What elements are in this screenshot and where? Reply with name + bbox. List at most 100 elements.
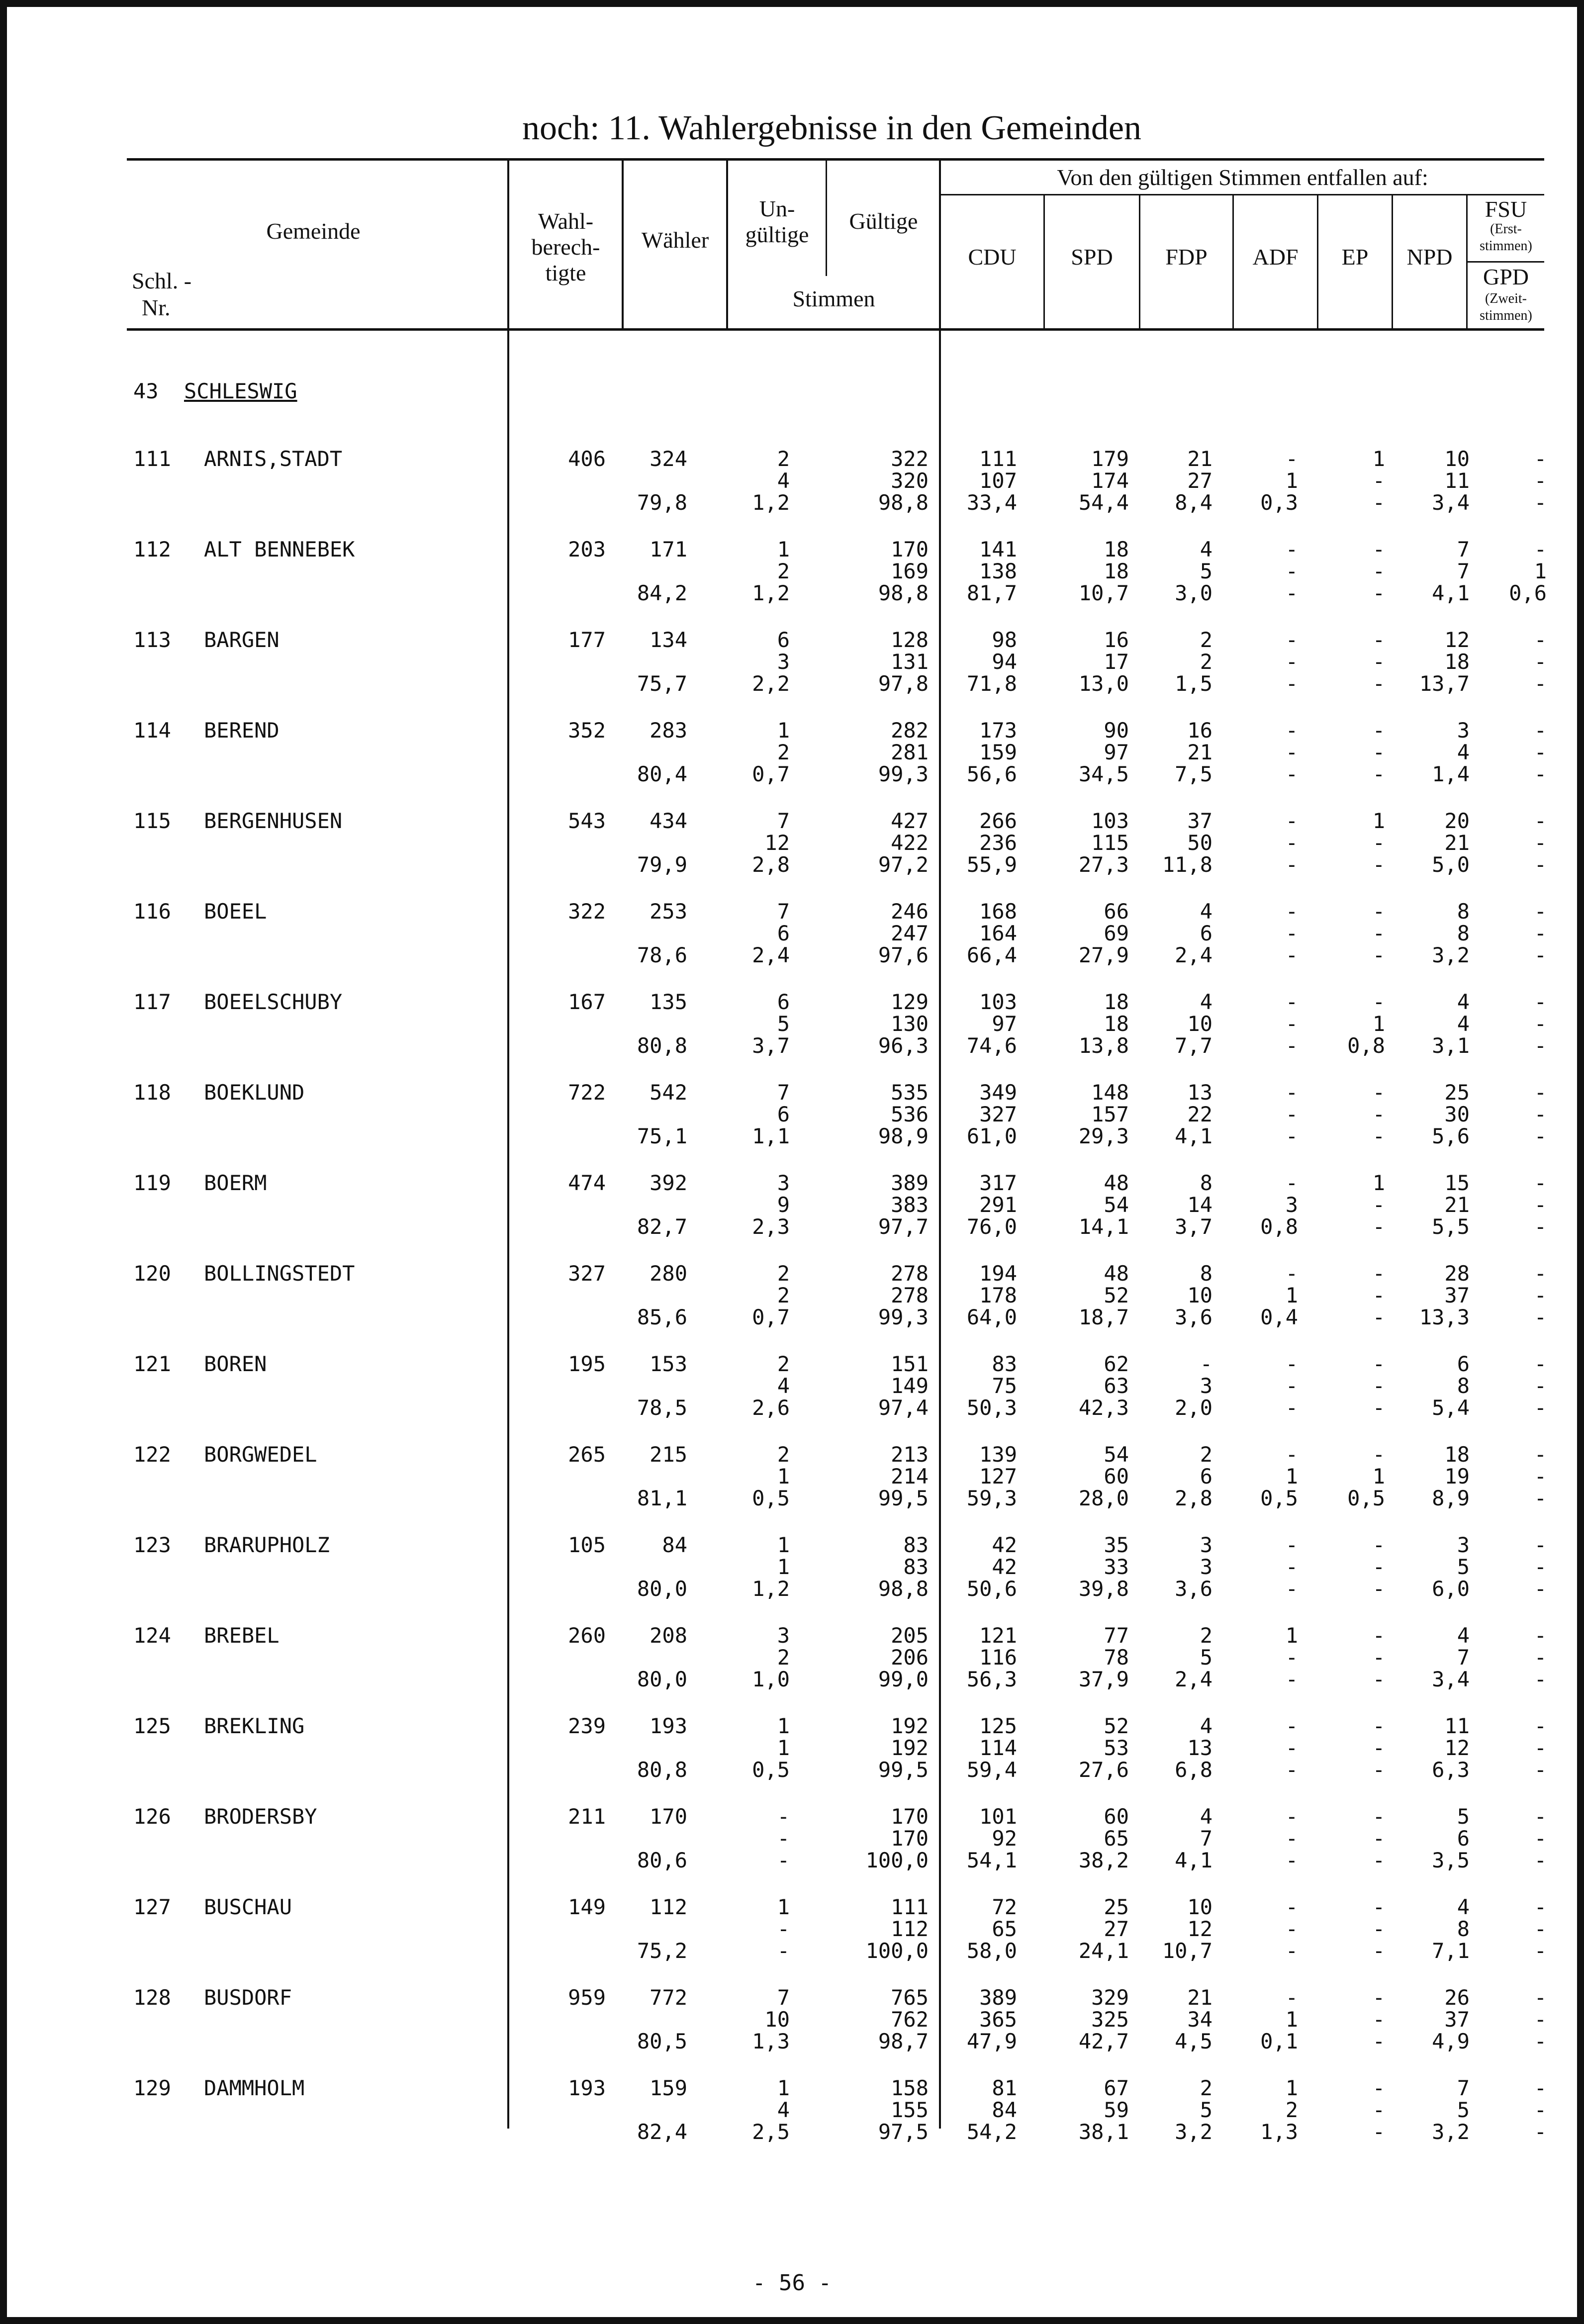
header-wahl-1: Wahl- xyxy=(538,208,594,234)
cell-cdu: 81 xyxy=(992,2076,1017,2100)
cell-ungueltige: - xyxy=(777,1939,790,1963)
cell-ungueltige: 10 xyxy=(764,2007,790,2032)
header-gemeinde: Gemeinde xyxy=(266,218,361,244)
cell-ep: - xyxy=(1372,1305,1385,1329)
cell-adf: 0,5 xyxy=(1260,1486,1298,1510)
cell-spd: 48 xyxy=(1104,1261,1129,1286)
cell-adf: - xyxy=(1285,831,1298,855)
cell-ungueltige: 3 xyxy=(777,1623,790,1648)
row-number: 118 xyxy=(133,1080,171,1105)
cell-ep: - xyxy=(1372,1736,1385,1760)
cell-npd: 20 xyxy=(1444,809,1470,833)
cell-adf: - xyxy=(1285,1939,1298,1963)
cell-npd: 21 xyxy=(1444,1193,1470,1217)
row-number: 125 xyxy=(133,1714,171,1738)
cell-cdu: 139 xyxy=(979,1442,1017,1467)
cell-ungueltige: 2,6 xyxy=(752,1395,790,1420)
row-municipality-name: BOLLINGSTEDT xyxy=(204,1261,355,1286)
cell-npd: 7 xyxy=(1457,537,1470,561)
cell-cdu: 83 xyxy=(992,1352,1017,1376)
row-number: 114 xyxy=(133,718,171,743)
row-wahlberechtigte: 203 xyxy=(568,537,606,561)
row-wahlberechtigte: 105 xyxy=(568,1533,606,1557)
row-number: 126 xyxy=(133,1804,171,1829)
cell-npd: 8 xyxy=(1457,921,1470,945)
cell-gueltige: 97,5 xyxy=(878,2120,929,2144)
cell-gueltige: 149 xyxy=(891,1374,929,1398)
cell-fdp: 3,6 xyxy=(1175,1577,1212,1601)
cell-cdu: 327 xyxy=(979,1102,1017,1126)
cell-gueltige: 151 xyxy=(891,1352,929,1376)
row-wahlberechtigte: 322 xyxy=(568,899,606,924)
cell-waehler: 280 xyxy=(650,1261,687,1286)
cell-adf: - xyxy=(1285,559,1298,583)
cell-gueltige: 389 xyxy=(891,1171,929,1195)
cell-adf: - xyxy=(1285,1848,1298,1872)
cell-fsu: - xyxy=(1534,468,1547,493)
cell-gueltige: 278 xyxy=(891,1283,929,1307)
cell-fsu: - xyxy=(1534,2029,1547,2053)
cell-adf: 0,1 xyxy=(1260,2029,1298,2053)
row-wahlberechtigte: 167 xyxy=(568,990,606,1014)
cell-ep: - xyxy=(1372,1939,1385,1963)
cell-npd: 3 xyxy=(1457,1533,1470,1557)
cell-fdp: 13 xyxy=(1187,1080,1212,1105)
cell-spd: 16 xyxy=(1104,628,1129,652)
cell-ungueltige: 6 xyxy=(777,1102,790,1126)
cell-adf: - xyxy=(1285,809,1298,833)
cell-ep: - xyxy=(1372,1442,1385,1467)
row-wahlberechtigte: 352 xyxy=(568,718,606,743)
cell-fdp: 2,4 xyxy=(1175,943,1212,967)
cell-fdp: 2,4 xyxy=(1175,1667,1212,1691)
cell-ungueltige: 3 xyxy=(777,1171,790,1195)
cell-fdp: 1,5 xyxy=(1175,671,1212,696)
cell-adf: 1 xyxy=(1285,468,1298,493)
row-wahlberechtigte: 265 xyxy=(568,1442,606,1467)
cell-waehler: 324 xyxy=(650,447,687,471)
cell-npd: 12 xyxy=(1444,1736,1470,1760)
cell-cdu: 125 xyxy=(979,1714,1017,1738)
cell-waehler: 84,2 xyxy=(637,581,687,605)
row-municipality-name: BEREND xyxy=(204,718,280,743)
cell-ungueltige: 2 xyxy=(777,1645,790,1670)
cell-ungueltige: 0,5 xyxy=(752,1486,790,1510)
row-number: 128 xyxy=(133,1985,171,2010)
col-rule-ungueltig xyxy=(826,159,827,276)
cell-fdp: 3,2 xyxy=(1175,2120,1212,2144)
cell-fdp: 13 xyxy=(1187,1736,1212,1760)
cell-adf: - xyxy=(1285,1261,1298,1286)
cell-ungueltige: 2 xyxy=(777,559,790,583)
row-wahlberechtigte: 474 xyxy=(568,1171,606,1195)
cell-fdp: 34 xyxy=(1187,2007,1212,2032)
cell-fdp: 2,0 xyxy=(1175,1395,1212,1420)
cell-ep: - xyxy=(1372,2029,1385,2053)
cell-gueltige: 422 xyxy=(891,831,929,855)
cell-waehler: 75,2 xyxy=(637,1939,687,1963)
cell-spd: 60 xyxy=(1104,1464,1129,1488)
cell-adf: - xyxy=(1285,1442,1298,1467)
cell-adf: 3 xyxy=(1285,1193,1298,1217)
cell-adf: 0,3 xyxy=(1260,490,1298,515)
cell-ep: - xyxy=(1372,2098,1385,2122)
cell-npd: 1,4 xyxy=(1432,762,1470,786)
col-rule-npd xyxy=(1466,195,1468,329)
cell-fdp: 2 xyxy=(1200,628,1212,652)
cell-gueltige: 83 xyxy=(903,1533,929,1557)
cell-fdp: 3,6 xyxy=(1175,1305,1212,1329)
cell-ep: - xyxy=(1372,1645,1385,1670)
cell-ep: - xyxy=(1372,1917,1385,1941)
cell-spd: 54 xyxy=(1104,1193,1129,1217)
cell-ungueltige: 2 xyxy=(777,740,790,764)
cell-gueltige: 155 xyxy=(891,2098,929,2122)
cell-gueltige: 206 xyxy=(891,1645,929,1670)
cell-fsu: - xyxy=(1534,1374,1547,1398)
header-fsu: FSU xyxy=(1485,196,1527,222)
cell-fsu: - xyxy=(1534,1577,1547,1601)
cell-ep: - xyxy=(1372,2007,1385,2032)
cell-adf: - xyxy=(1285,1826,1298,1851)
cell-fsu: - xyxy=(1534,2076,1547,2100)
cell-waehler: 75,7 xyxy=(637,671,687,696)
cell-spd: 174 xyxy=(1091,468,1129,493)
cell-npd: 30 xyxy=(1444,1102,1470,1126)
cell-fdp: 12 xyxy=(1187,1917,1212,1941)
